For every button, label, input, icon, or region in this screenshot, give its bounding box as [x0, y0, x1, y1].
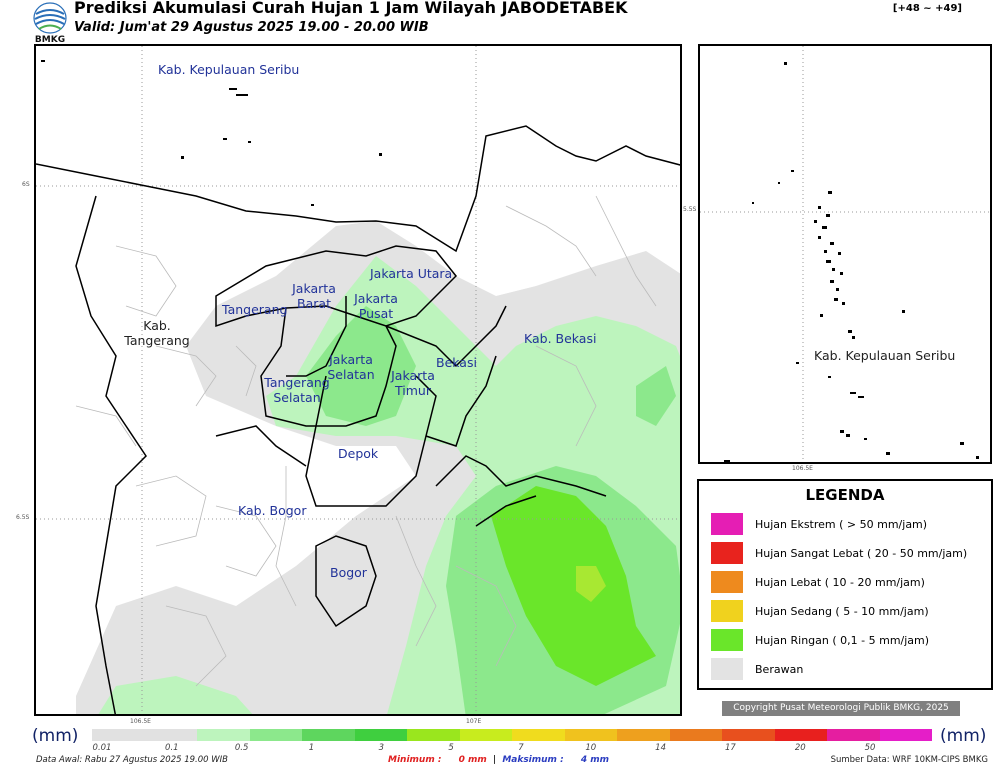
colorbar-segment	[302, 729, 355, 741]
label-kab-bekasi: Kab. Bekasi	[524, 331, 597, 346]
colorbar-tick-label: 50	[864, 743, 876, 753]
label-jakarta-timur: Jakarta Timur	[391, 368, 435, 398]
colorbar-segment	[564, 729, 617, 741]
data-source-label: Sumber Data: WRF 10KM-CIPS BMKG	[830, 755, 988, 765]
copyright-label: Copyright Pusat Meteorologi Publik BMKG,…	[722, 701, 960, 716]
label-bogor: Bogor	[330, 565, 367, 580]
region-boundaries	[36, 125, 680, 714]
colorbar-tick-label: 7	[518, 743, 524, 753]
page-title: Prediksi Akumulasi Curah Hujan 1 Jam Wil…	[74, 0, 628, 17]
legend-item-sangat-lebat: Hujan Sangat Lebat ( 20 - 50 mm/jam)	[711, 542, 967, 564]
legend-item-berawan: Berawan	[711, 658, 803, 680]
colorbar-segment	[827, 729, 880, 741]
colorbar-tick-label: 5	[448, 743, 454, 753]
colorbar-segment	[459, 729, 512, 741]
minimum-label: Minimum :	[388, 755, 442, 765]
colorbar-tick-label: 17	[725, 743, 736, 753]
colorbar-tick-label: 0.1	[165, 743, 179, 753]
label-kab-bogor: Kab. Bogor	[238, 503, 307, 518]
colorbar-tick-label: 0.5	[234, 743, 249, 753]
colorbar-segment	[354, 729, 407, 741]
legend-label: Hujan Sedang ( 5 - 10 mm/jam)	[755, 604, 929, 618]
legend-item-sedang: Hujan Sedang ( 5 - 10 mm/jam)	[711, 600, 929, 622]
inset-map-canvas	[700, 46, 990, 462]
legend-label: Berawan	[755, 662, 804, 676]
legend-swatch	[711, 513, 743, 535]
label-depok: Depok	[338, 446, 379, 461]
lon-tick-106-5e: 106.5E	[130, 718, 151, 725]
colorbar-unit-right: (mm)	[940, 726, 987, 746]
legend-box: LEGENDA Hujan Ekstrem ( > 50 mm/jam) Huj…	[697, 479, 993, 690]
colorbar-tick-label: 1	[308, 743, 315, 753]
subdistrict-boundaries	[75, 195, 657, 687]
legend-swatch	[711, 629, 743, 651]
label-jakarta-pusat: Jakarta Pusat	[354, 291, 398, 321]
minimum-value: 0 mm	[458, 755, 487, 765]
inset-lon-label: 106.5E	[792, 465, 813, 472]
colorbar-segment	[249, 729, 302, 741]
label-jakarta-utara: Jakarta Utara	[370, 266, 453, 281]
label-kab-tangerang: Kab. Tangerang	[124, 318, 190, 348]
colorbar-segment	[407, 729, 460, 741]
legend-swatch	[711, 658, 743, 680]
inset-lat-label: 5.5S	[683, 206, 697, 213]
bmkg-logo: BMKG	[33, 2, 67, 44]
colorbar-segment	[197, 729, 250, 741]
legend-title: LEGENDA	[805, 486, 885, 504]
legend-label: Hujan Sangat Lebat ( 20 - 50 mm/jam)	[755, 546, 968, 560]
inset-label-kab-kepulauan-seribu: Kab. Kepulauan Seribu	[814, 348, 956, 363]
svg-text:BMKG: BMKG	[35, 35, 65, 44]
valid-period: Valid: Jum'at 29 Agustus 2025 19.00 - 20…	[74, 20, 429, 35]
label-tangerang-selatan: Tangerang Selatan	[264, 375, 330, 405]
legend-label: Hujan Ekstrem ( > 50 mm/jam)	[755, 517, 928, 531]
legend-swatch	[711, 571, 743, 593]
colorbar-tick-label: 3	[378, 743, 385, 753]
colorbar-segment	[512, 729, 565, 741]
label-jakarta-barat: Jakarta Barat	[292, 281, 336, 311]
legend-label: Hujan Lebat ( 10 - 20 mm/jam)	[755, 575, 925, 589]
forecast-range: [+48 ~ +49]	[892, 3, 962, 14]
legend-item-ringan: Hujan Ringan ( 0,1 - 5 mm/jam)	[711, 629, 929, 651]
legend-item-lebat: Hujan Lebat ( 10 - 20 mm/jam)	[711, 571, 925, 593]
maximum-value: 4 mm	[580, 755, 609, 765]
colorbar-tick-label: 0.01	[92, 743, 112, 753]
main-map-canvas	[36, 46, 680, 714]
colorbar-tick-label: 10	[585, 743, 597, 753]
data-awal-label: Data Awal: Rabu 27 Agustus 2025 19.00 WI…	[36, 755, 229, 765]
legend-swatch	[711, 542, 743, 564]
colorbar-segment	[722, 729, 775, 741]
lat-tick-6-5s: 6.5S	[16, 514, 30, 521]
lat-tick-6s: 6S	[22, 181, 30, 188]
label-jakarta-selatan: Jakarta Selatan	[327, 352, 375, 382]
legend-label: Hujan Ringan ( 0,1 - 5 mm/jam)	[755, 633, 930, 647]
colorbar-tick-label: 14	[655, 743, 667, 753]
legend-swatch	[711, 600, 743, 622]
colorbar-tick-label: 20	[794, 743, 806, 753]
label-bekasi: Bekasi	[436, 355, 477, 370]
label-kab-kepulauan-seribu: Kab. Kepulauan Seribu	[158, 62, 300, 77]
lon-tick-107e: 107E	[466, 718, 482, 725]
islands	[41, 60, 382, 206]
minmax-separator: |	[492, 755, 497, 765]
main-map: Kab. Kepulauan Seribu Jakarta Utara Jaka…	[34, 44, 682, 716]
ringan-rain-core	[491, 486, 656, 686]
label-tangerang: Tangerang	[222, 302, 288, 317]
colorbar-segment	[617, 729, 670, 741]
inset-islands	[724, 62, 979, 462]
inset-map: Kab. Kepulauan Seribu	[698, 44, 992, 464]
colorbar-unit-left: (mm)	[32, 726, 79, 746]
legend-item-ekstrem: Hujan Ekstrem ( > 50 mm/jam)	[711, 513, 927, 535]
colorbar-segment	[774, 729, 827, 741]
colorbar-segment	[92, 729, 145, 741]
colorbar-segment	[144, 729, 197, 741]
colorbar-segment	[669, 729, 722, 741]
min-max-readout: Minimum : 0 mm | Maksimum : 4 mm	[388, 755, 609, 765]
colorbar-segment	[879, 729, 932, 741]
colorbar	[92, 729, 932, 741]
maximum-label: Maksimum :	[502, 755, 564, 765]
